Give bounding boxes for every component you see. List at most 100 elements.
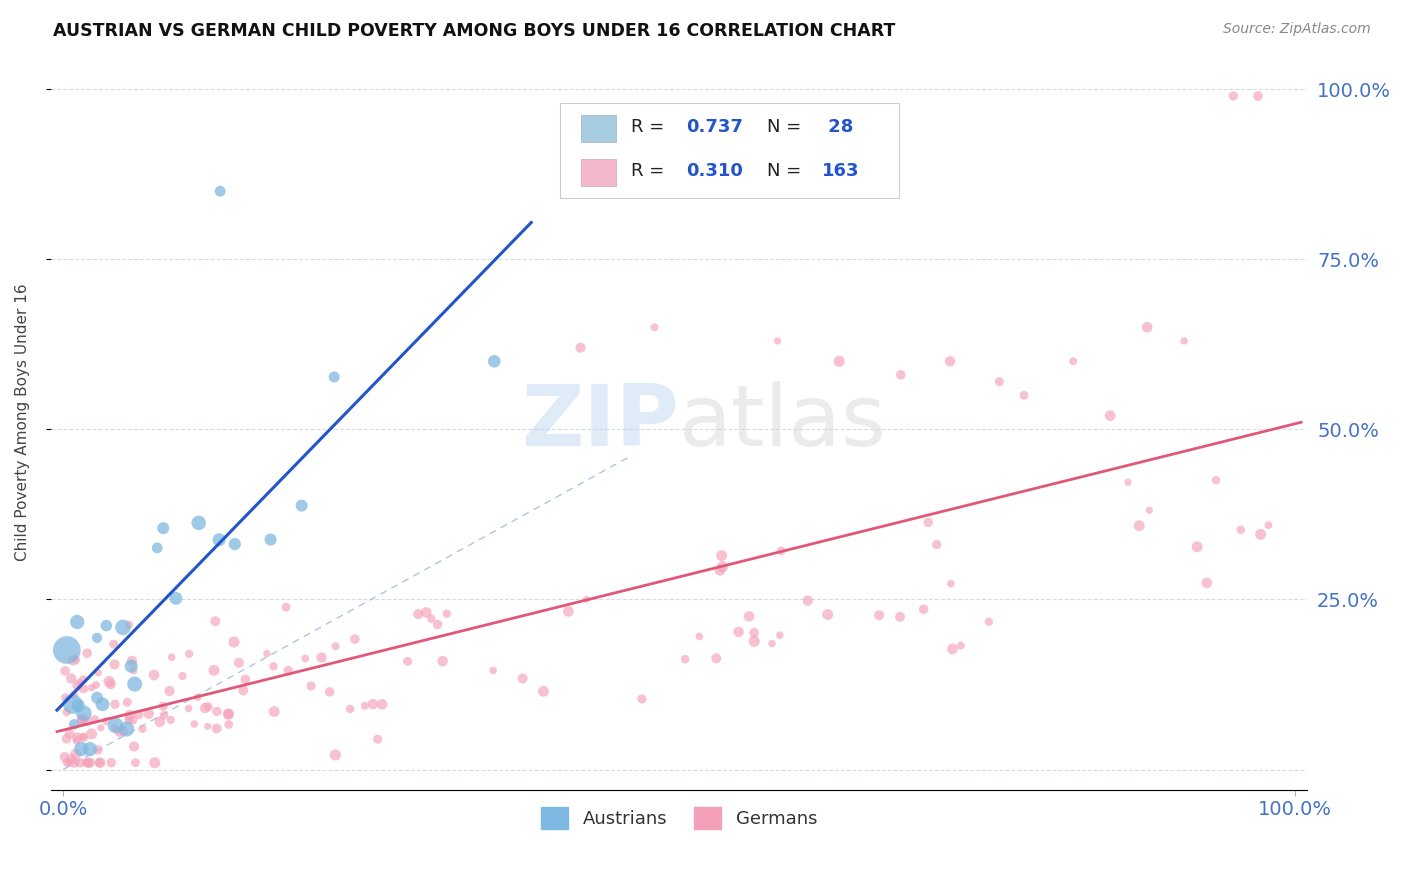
- Point: [323, 370, 346, 384]
- Point: [1185, 540, 1208, 554]
- Point: [143, 668, 166, 682]
- Point: [482, 664, 505, 678]
- Point: [122, 739, 145, 754]
- Point: [761, 637, 783, 651]
- Point: [742, 634, 765, 648]
- Point: [738, 609, 761, 624]
- Point: [325, 639, 347, 653]
- Point: [66, 731, 89, 745]
- Point: [65, 747, 87, 761]
- Point: [91, 698, 114, 712]
- Point: [55, 690, 77, 705]
- Point: [79, 742, 101, 756]
- Point: [80, 727, 103, 741]
- Point: [149, 714, 172, 729]
- Point: [159, 713, 181, 727]
- Point: [426, 617, 449, 632]
- Point: [58, 726, 80, 740]
- Point: [868, 608, 890, 623]
- Point: [396, 654, 419, 668]
- Point: [912, 602, 935, 616]
- Point: [72, 730, 94, 744]
- Point: [228, 656, 250, 670]
- Point: [291, 499, 314, 513]
- Point: [84, 678, 107, 692]
- Point: [218, 706, 240, 721]
- Point: [533, 684, 555, 698]
- Point: [294, 651, 316, 665]
- Point: [925, 537, 948, 551]
- Point: [205, 705, 228, 719]
- Point: [100, 756, 122, 770]
- Point: [339, 702, 361, 716]
- Point: [1116, 475, 1139, 490]
- Point: [1012, 388, 1035, 402]
- Point: [704, 651, 727, 665]
- Text: ZIP: ZIP: [522, 381, 679, 464]
- Point: [62, 697, 84, 711]
- Point: [557, 604, 579, 618]
- Point: [60, 672, 83, 686]
- Point: [420, 612, 443, 626]
- Point: [209, 184, 232, 198]
- Point: [83, 712, 105, 726]
- Text: 0.310: 0.310: [686, 162, 744, 180]
- Point: [79, 756, 101, 770]
- Point: [124, 756, 146, 770]
- Point: [977, 615, 1000, 629]
- Point: [70, 742, 93, 756]
- Point: [122, 664, 145, 678]
- Point: [86, 631, 108, 645]
- Point: [1247, 89, 1270, 103]
- Point: [121, 654, 143, 668]
- Text: R =: R =: [631, 119, 671, 136]
- Point: [55, 731, 77, 746]
- Point: [939, 354, 962, 368]
- Point: [1062, 354, 1084, 368]
- Point: [259, 533, 281, 547]
- Legend: Austrians, Germans: Austrians, Germans: [534, 799, 824, 836]
- Point: [103, 637, 125, 651]
- Point: [72, 714, 94, 728]
- Point: [988, 375, 1011, 389]
- Point: [73, 706, 96, 721]
- Point: [205, 722, 228, 736]
- Point: [187, 690, 209, 705]
- Point: [115, 722, 138, 736]
- Point: [311, 650, 333, 665]
- Point: [66, 733, 89, 747]
- Point: [256, 647, 278, 661]
- Point: [104, 697, 127, 711]
- Point: [274, 600, 297, 615]
- Point: [1250, 527, 1272, 541]
- Point: [172, 669, 194, 683]
- Point: [673, 652, 696, 666]
- Point: [152, 521, 174, 535]
- Point: [108, 725, 131, 739]
- Text: 163: 163: [823, 162, 860, 180]
- Point: [742, 625, 765, 640]
- Point: [727, 624, 749, 639]
- Point: [143, 756, 166, 770]
- Point: [89, 756, 111, 770]
- Point: [262, 659, 284, 673]
- Point: [72, 731, 94, 745]
- Text: Source: ZipAtlas.com: Source: ZipAtlas.com: [1223, 22, 1371, 37]
- Point: [120, 659, 142, 673]
- Point: [124, 677, 146, 691]
- Point: [153, 708, 176, 723]
- Point: [796, 593, 818, 607]
- Point: [118, 617, 141, 632]
- Point: [949, 639, 972, 653]
- Point: [122, 713, 145, 727]
- Point: [204, 614, 226, 628]
- Point: [77, 756, 100, 770]
- Point: [118, 713, 141, 727]
- Point: [890, 368, 912, 382]
- Point: [325, 747, 347, 762]
- Point: [318, 685, 340, 699]
- Point: [217, 707, 239, 722]
- Point: [160, 650, 183, 665]
- Point: [118, 708, 141, 723]
- Point: [104, 721, 127, 735]
